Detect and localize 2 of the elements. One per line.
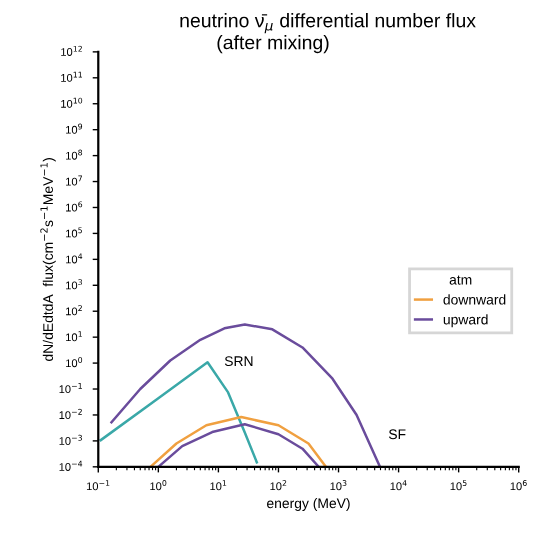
chart-title: neutrino ν̄$_{μ}$ differential number flux (180, 13, 476, 34)
chart-subtitle: (after mixing) (217, 35, 329, 54)
